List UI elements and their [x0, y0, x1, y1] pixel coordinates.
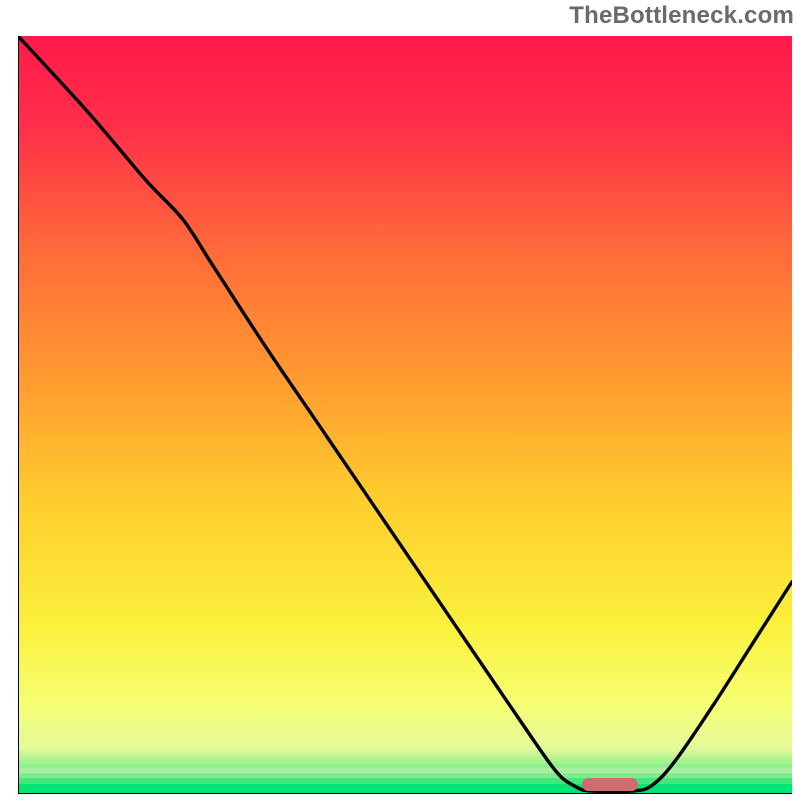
- plot-area: [18, 36, 792, 794]
- plot-svg: [18, 36, 792, 794]
- bottleneck-chart: TheBottleneck.com: [0, 0, 800, 800]
- green-bands: [18, 767, 792, 794]
- minimum-marker: [582, 778, 638, 791]
- plot-background: [18, 36, 792, 794]
- watermark-text: TheBottleneck.com: [569, 2, 794, 30]
